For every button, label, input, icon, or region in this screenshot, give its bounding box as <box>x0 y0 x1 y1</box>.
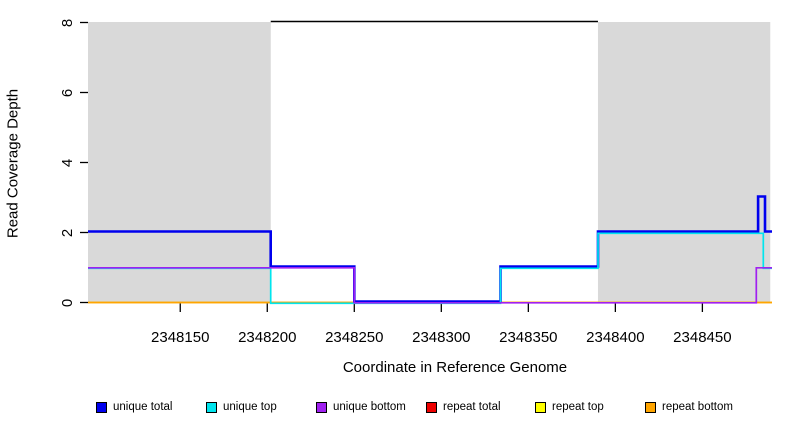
repeat-region-left <box>88 22 271 303</box>
repeat-region-right <box>597 22 771 303</box>
x-tick-label: 2348350 <box>499 329 558 346</box>
y-tick-label: 8 <box>59 18 76 27</box>
y-tick-label: 2 <box>59 228 76 237</box>
x-tick-label: 2348150 <box>151 329 210 346</box>
x-tick-label: 2348200 <box>238 329 297 346</box>
series-line-unique-bottom <box>88 266 772 304</box>
series-line-unique-top <box>88 232 772 305</box>
y-tick-label: 0 <box>59 298 76 307</box>
y-axis-title: Read Coverage Depth <box>4 88 22 239</box>
x-tick-label: 2348450 <box>673 329 732 346</box>
y-tick-label: 6 <box>59 88 76 97</box>
x-axis-title: Coordinate in Reference Genome <box>342 359 568 376</box>
x-tick-label: 2348400 <box>586 329 645 346</box>
x-tick-label: 2348250 <box>325 329 384 346</box>
series-line-unique-total <box>88 195 772 303</box>
y-tick-label: 4 <box>59 158 76 167</box>
x-axis-title-wrap: Coordinate in Reference Genome <box>0 359 792 376</box>
x-tick-label: 2348300 <box>412 329 471 346</box>
